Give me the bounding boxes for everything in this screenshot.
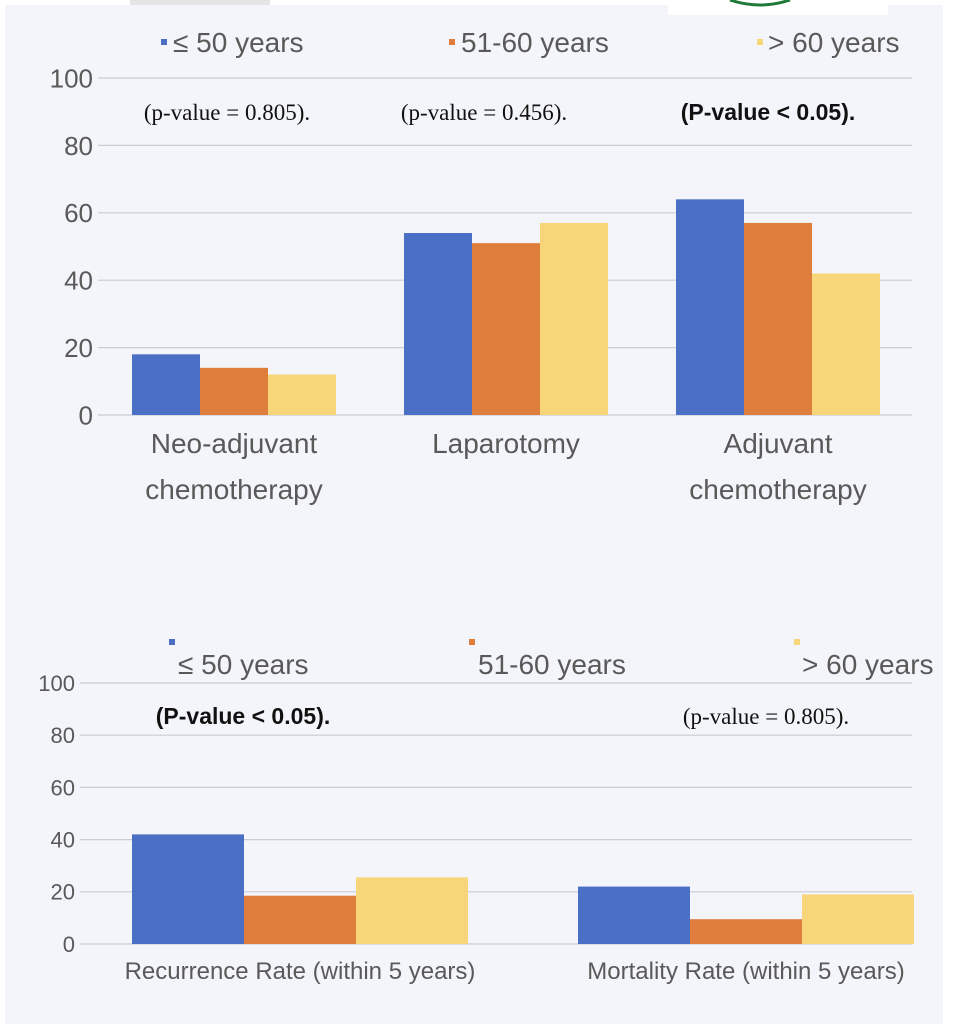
category-label: Neo-adjuvant <box>151 428 318 459</box>
category-label: Recurrence Rate (within 5 years) <box>125 958 476 985</box>
p-value-label: (p-value = 0.805). <box>144 100 310 125</box>
y-tick-label: 0 <box>79 400 93 430</box>
category-label: Laparotomy <box>432 428 580 459</box>
bar-2-1 <box>244 895 356 944</box>
logo-fragment <box>668 0 888 15</box>
legend-label: 51-60 years <box>461 27 609 58</box>
y-tick-label: 20 <box>51 880 75 905</box>
bar-1-2 <box>404 233 472 415</box>
bar-1-1 <box>132 834 244 944</box>
legend-marker <box>794 639 800 645</box>
y-tick-label: 0 <box>63 932 75 957</box>
legend-marker <box>161 39 167 45</box>
y-tick-label: 100 <box>38 671 75 696</box>
p-value-significant: (P-value < 0.05). <box>681 99 856 125</box>
legend-label: 51-60 years <box>478 649 626 680</box>
bar-3-3 <box>812 273 880 415</box>
category-label: chemotherapy <box>145 474 322 505</box>
legend-label: > 60 years <box>768 27 900 58</box>
decor-strip <box>130 0 270 5</box>
bar-3-2 <box>540 222 608 415</box>
bar-2-2 <box>472 243 540 415</box>
bar-3-1 <box>268 374 336 415</box>
bar-2-2 <box>690 919 802 944</box>
y-tick-label: 40 <box>64 266 93 296</box>
bar-2-3 <box>744 222 812 415</box>
p-value-label: (p-value = 0.456). <box>401 100 567 125</box>
y-tick-label: 80 <box>51 723 75 748</box>
category-label: chemotherapy <box>689 474 866 505</box>
y-tick-label: 60 <box>64 198 93 228</box>
bar-2-1 <box>200 367 268 415</box>
chart-treatment: 0 20 40 60 80 100 Neo-adjuvant chemotherapy Lapa… <box>50 27 912 505</box>
legend-marker <box>469 639 475 645</box>
legend-marker <box>757 39 763 45</box>
bar-1-2 <box>578 886 690 944</box>
category-label: Adjuvant <box>724 428 833 459</box>
legend-label: ≤ 50 years <box>178 649 309 680</box>
y-tick-label: 80 <box>64 131 93 161</box>
bar-3-2 <box>802 894 914 944</box>
y-tick-label: 20 <box>64 333 93 363</box>
bar-1-1 <box>132 354 200 415</box>
legend-label: > 60 years <box>802 649 934 680</box>
p-value-label: (p-value = 0.805). <box>683 704 849 729</box>
legend-label: ≤ 50 years <box>173 27 304 58</box>
y-tick-label: 100 <box>50 63 93 93</box>
y-tick-label: 40 <box>51 828 75 853</box>
legend-marker <box>169 639 175 645</box>
chart-outcomes: 0 20 40 60 80 100 Recurrence Rate (within 5 ye… <box>38 639 934 985</box>
bar-3-1 <box>356 877 468 944</box>
category-label: Mortality Rate (within 5 years) <box>587 958 904 985</box>
bar-1-3 <box>676 199 744 415</box>
p-value-significant: (P-value < 0.05). <box>156 703 331 729</box>
y-tick-label: 60 <box>51 775 75 800</box>
logo-fragment-arc <box>729 0 791 7</box>
legend-marker <box>449 39 455 45</box>
